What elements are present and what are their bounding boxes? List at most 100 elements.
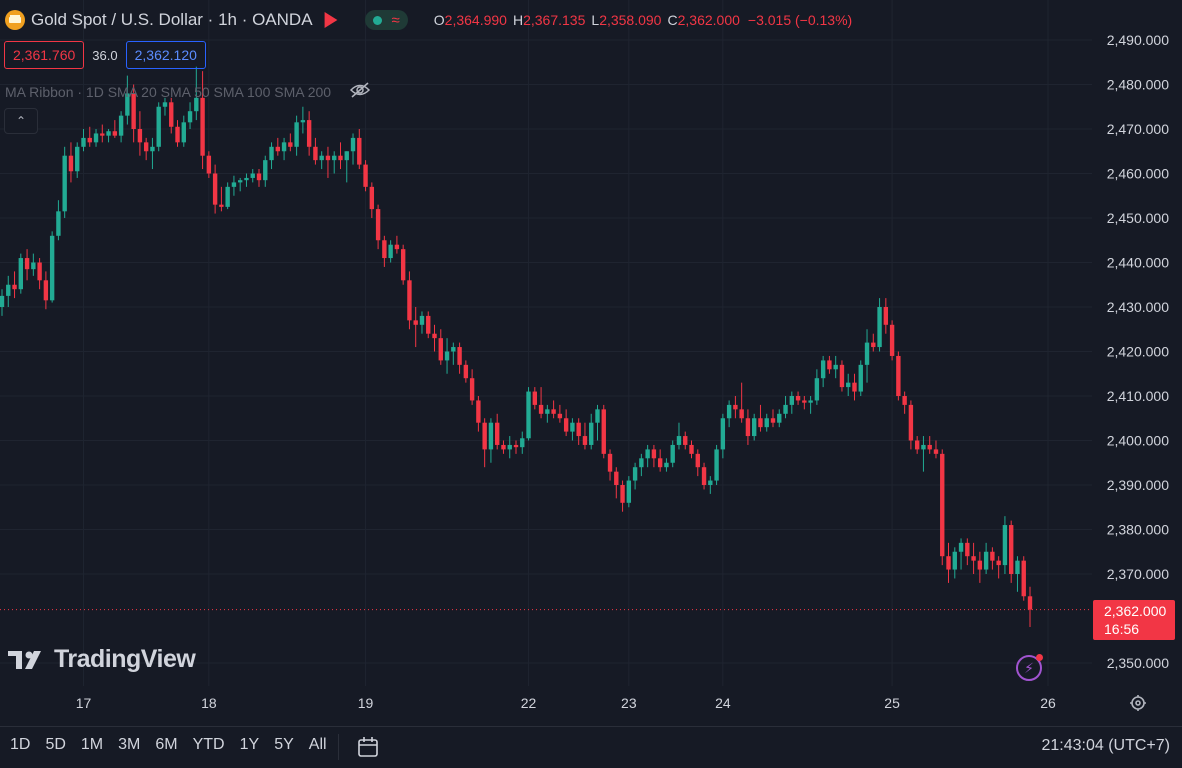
candle-body <box>75 146 80 172</box>
candle-body <box>996 560 1001 566</box>
candle <box>375 204 381 250</box>
candle-body <box>971 556 976 561</box>
x-tick-label: 17 <box>76 695 92 711</box>
candle <box>601 404 606 459</box>
candle-body <box>933 449 939 454</box>
candle <box>896 351 901 401</box>
candle-body <box>150 146 155 152</box>
candle-body <box>802 400 807 403</box>
candle-body <box>325 155 331 161</box>
y-tick-label: 2,480.000 <box>1107 77 1169 93</box>
range-button-1d[interactable]: 1D <box>10 736 31 753</box>
range-button-5y[interactable]: 5Y <box>274 736 294 753</box>
candle-body <box>394 244 400 250</box>
candle-body <box>413 320 418 325</box>
range-button-ytd[interactable]: YTD <box>192 736 225 753</box>
candle <box>1015 556 1020 592</box>
toolbar-divider <box>338 734 339 760</box>
candle <box>125 75 130 125</box>
candle <box>325 146 331 178</box>
candle <box>582 422 588 450</box>
collapse-legend-button[interactable]: ⌃ <box>4 108 38 134</box>
candle <box>363 160 368 192</box>
y-tick-label: 2,490.000 <box>1107 32 1169 48</box>
candle-body <box>457 347 462 365</box>
candle <box>131 84 136 143</box>
candle-body <box>538 404 544 414</box>
gear-icon[interactable] <box>1127 692 1149 714</box>
candle <box>1009 520 1014 583</box>
candle <box>162 97 168 116</box>
y-tick-label: 2,380.000 <box>1107 522 1169 538</box>
eye-off-icon[interactable] <box>349 82 371 101</box>
candle <box>350 133 356 165</box>
candle-body <box>407 280 412 321</box>
candle-body <box>12 284 17 290</box>
candle <box>996 556 1001 579</box>
candle <box>651 444 657 468</box>
price-chart[interactable]: 2,490.000 2,480.000 2,470.000 2,460.000 2,45… <box>0 0 1182 727</box>
candle-body <box>1009 525 1014 574</box>
candle <box>858 360 863 396</box>
candle <box>902 391 907 414</box>
candle <box>689 440 694 459</box>
sell-button[interactable]: 2,361.760 <box>4 41 85 69</box>
candle-body <box>883 307 889 325</box>
range-button-3m[interactable]: 3M <box>118 736 141 753</box>
candle-body <box>545 409 550 414</box>
candle-body <box>921 444 926 450</box>
candle-body <box>238 180 243 183</box>
candle <box>839 360 845 392</box>
candle <box>676 422 682 450</box>
candle <box>12 271 17 299</box>
range-button-1y[interactable]: 1Y <box>239 736 260 753</box>
candle-body <box>438 338 443 361</box>
time-zone-clock[interactable]: 21:43:04 (UTC+7) <box>1041 737 1170 754</box>
candle <box>137 111 143 156</box>
change-value: −3.015 (−0.13%) <box>747 12 853 28</box>
y-tick-label: 2,470.000 <box>1107 121 1169 137</box>
y-tick-label: 2,460.000 <box>1107 166 1169 182</box>
candle <box>933 440 939 459</box>
candle <box>463 360 469 383</box>
candle <box>106 129 111 143</box>
candle <box>545 404 550 423</box>
x-tick-label: 22 <box>521 695 537 711</box>
candle-body <box>708 480 713 485</box>
symbol-title[interactable]: Gold Spot / U.S. Dollar · 1h · OANDA <box>31 10 313 29</box>
symbol-legend: Gold Spot / U.S. Dollar · 1h · OANDA ≈ O… <box>5 8 852 32</box>
candle <box>802 396 807 410</box>
range-button-1m[interactable]: 1M <box>80 736 104 753</box>
candle <box>507 436 512 459</box>
close-label: C <box>667 12 678 28</box>
range-button-6m[interactable]: 6M <box>155 736 178 753</box>
candle-body <box>958 542 964 552</box>
candles <box>0 66 1033 627</box>
candle <box>319 151 324 170</box>
candle <box>1002 516 1008 574</box>
calendar-icon[interactable] <box>355 734 381 760</box>
indicator-label[interactable]: MA Ribbon · 1D SMA 20 SMA 50 SMA 100 SMA… <box>5 83 332 100</box>
candle <box>808 396 813 414</box>
candle-body <box>789 396 794 405</box>
candle <box>720 413 726 459</box>
candle-body <box>946 556 951 570</box>
candle-body <box>200 97 205 156</box>
candle <box>940 449 945 566</box>
lightning-icon[interactable]: ⚡ <box>1016 654 1043 681</box>
y-tick-label: 2,430.000 <box>1107 299 1169 315</box>
x-tick-label: 26 <box>1040 695 1056 711</box>
indicator-legend[interactable]: MA Ribbon · 1D SMA 20 SMA 50 SMA 100 SMA… <box>5 82 371 101</box>
range-button-all[interactable]: All <box>308 736 327 753</box>
market-status-pill[interactable]: ≈ <box>364 10 408 30</box>
candle-body <box>137 129 143 143</box>
candle <box>250 169 255 183</box>
candle <box>576 418 581 445</box>
range-button-5d[interactable]: 5D <box>45 736 66 753</box>
candle <box>156 102 161 152</box>
flag-icon[interactable] <box>324 12 337 28</box>
candle-body <box>1015 560 1020 574</box>
candle-body <box>914 440 920 450</box>
buy-button[interactable]: 2,362.120 <box>125 41 206 69</box>
candle <box>444 338 450 374</box>
